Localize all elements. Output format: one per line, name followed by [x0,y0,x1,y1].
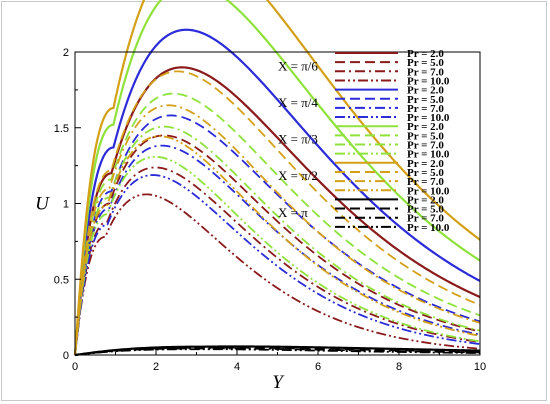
legend-entry-g4-s0: Pr = 2.0 [407,194,444,206]
legend-entry-g1-s1: Pr = 5.0 [407,94,444,106]
axes-layer: 0 2 4 6 8 10 0 0.5 1 1.5 2 Y U [35,47,486,393]
legend-entry-g1-s3: Pr = 10.0 [407,112,450,124]
y-axis-label: U [35,194,50,215]
legend-entry-g4-s3: Pr = 10.0 [407,222,450,234]
legend-entry-g3-s0: Pr = 2.0 [407,158,444,170]
legend-entry-g3-s3: Pr = 10.0 [407,185,450,197]
legend-entry-g3-s1: Pr = 5.0 [407,167,444,179]
legend-entry-g0-s3: Pr = 10.0 [407,75,450,87]
legend-group-label-0: X = π/6 [278,58,318,73]
series-line-g2-s2 [74,125,481,356]
curves-layer [73,0,481,357]
series-line-g1-s0 [73,28,481,356]
series-line-g2-s1 [74,92,481,356]
legend-entry-g2-s0: Pr = 2.0 [407,121,444,133]
series-line-g2-s0 [73,0,481,356]
x-tick-label: 10 [474,361,486,373]
series-line-g0-s1 [74,134,481,356]
y-tick-label: 0.5 [54,274,69,286]
series-line-g1-s1 [74,114,481,356]
legend-group-label-1: X = π/4 [278,95,318,110]
legend-group-label-2: X = π/3 [278,132,318,147]
legend-entry-g3-s2: Pr = 7.0 [407,176,444,188]
series-line-g4-s3 [74,348,481,356]
series-line-g3-s0 [73,0,481,356]
x-tick-label: 2 [153,361,159,373]
x-axis-label: Y [272,372,285,393]
series-line-g3-s1 [74,70,481,356]
legend-group-label-3: X = π/2 [278,168,318,183]
legend: Pr = 2.0Pr = 5.0Pr = 7.0Pr = 10.0X = π/6… [278,48,450,234]
x-tick-label: 8 [396,361,402,373]
series-line-g3-s2 [74,104,481,356]
legend-entry-g0-s2: Pr = 7.0 [407,66,444,78]
series-line-g1-s2 [74,144,481,356]
legend-group-label-4: X = π [278,205,308,220]
x-tick-label: 4 [234,361,240,373]
series-line-g4-s2 [74,347,481,356]
legend-entry-g1-s0: Pr = 2.0 [407,85,444,97]
x-tick-label: 6 [315,361,321,373]
legend-entry-g2-s2: Pr = 7.0 [407,140,444,152]
legend-entry-g4-s1: Pr = 5.0 [407,204,444,216]
legend-entry-g0-s1: Pr = 5.0 [407,57,444,69]
legend-entry-g0-s0: Pr = 2.0 [407,48,444,60]
y-tick-label: 2 [63,47,69,59]
y-tick-label: 0 [63,350,69,362]
series-line-g0-s2 [74,166,481,356]
legend-entry-g4-s2: Pr = 7.0 [407,213,444,225]
series-line-g2-s3 [74,155,481,356]
legend-entry-g2-s1: Pr = 5.0 [407,130,444,142]
series-line-g0-s3 [74,193,481,356]
x-tick-label: 0 [72,361,78,373]
y-tick-label: 1.5 [54,123,69,135]
legend-entry-g1-s2: Pr = 7.0 [407,103,444,115]
y-tick-label: 1 [63,199,69,211]
series-line-g3-s3 [74,135,481,356]
series-line-g1-s3 [74,174,481,356]
legend-entry-g2-s3: Pr = 10.0 [407,149,450,161]
